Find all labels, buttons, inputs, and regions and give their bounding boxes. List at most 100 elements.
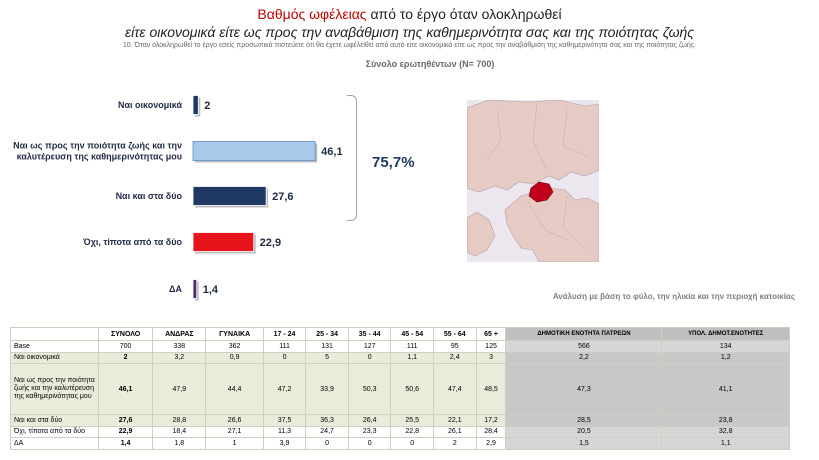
table-cell: 338 xyxy=(152,340,207,353)
table-header-region-other: ΥΠΟΛ. ΔΗΜΟΤ.ΕΝΟΤΗΤΕΣ xyxy=(661,327,790,341)
table-header-total: ΣΥΝΟΛΟ xyxy=(97,327,154,341)
table-cell: 44,4 xyxy=(205,363,264,415)
table-cell: 1,5 xyxy=(505,437,663,450)
table-header-age-55-64: 55 - 64 xyxy=(433,327,477,341)
table-cell: 1 xyxy=(205,437,264,450)
table-row: Ναι και στα δύο 27,6 28,8 26,6 37,5 36,3 26,4 2… xyxy=(10,414,790,427)
table-cell: 47,2 xyxy=(262,363,307,415)
bar-value-label: 22,9 xyxy=(260,237,281,249)
table-header-region-patras: ΔΗΜΟΤΙΚΗ ΕΝΟΤΗΤΑ ΠΑΤΡΕΩΝ xyxy=(505,327,663,341)
bar-chart: 2 Ναι οικονομικά 46,1 Ναι ως προς την ποιότ… xyxy=(13,95,343,301)
table-row: Όχι, τίποτα από τα δύο 22,9 18,4 27,1 11,3 24… xyxy=(10,425,790,438)
table-row-label: Ναι ως προς την ποιότητα ζωής και την κα… xyxy=(10,363,99,415)
chart-title-rest: από το έργο όταν ολοκληρωθεί xyxy=(366,6,562,22)
table-cell: 1,8 xyxy=(152,437,207,450)
table-header-row: ΣΥΝΟΛΟ ΑΝΔΡΑΣ ΓΥΝΑΙΚΑ 17 - 24 25 - 34 35… xyxy=(10,327,790,341)
table-cell: 28,4 xyxy=(475,425,507,438)
table-cell: 47,4 xyxy=(433,363,477,415)
table-cell: 2,9 xyxy=(475,437,507,450)
table-header-female: ΓΥΝΑΙΚΑ xyxy=(205,327,264,341)
table-cell: 1,1 xyxy=(390,351,434,364)
table-cell: 27,1 xyxy=(205,425,264,438)
table-cell: 28,5 xyxy=(505,414,663,427)
table-row: Ναι οικονομικά 2 3,2 0,9 0 5 0 1,1 2,4 3 2,2 1,2 xyxy=(10,351,790,364)
bar-0 xyxy=(192,95,199,115)
table-cell: 18,4 xyxy=(152,425,207,438)
table-cell: 0,9 xyxy=(205,351,264,364)
table-cell: 0 xyxy=(347,351,392,364)
table-cell: 125 xyxy=(475,340,507,353)
table-cell: 41,1 xyxy=(661,363,790,415)
map-borders xyxy=(486,103,588,251)
table-cell: 48,5 xyxy=(475,363,507,415)
sample-size: Σύνολο ερωτηθέντων (N= 700) xyxy=(365,59,495,69)
table-cell: 50,6 xyxy=(390,363,434,415)
table-cell: 5 xyxy=(305,351,349,364)
bar-3 xyxy=(192,232,255,252)
table-cell: 1,4 xyxy=(97,437,154,450)
table-cell: 0 xyxy=(390,437,434,450)
table-header-age-65-plus: 65 + xyxy=(475,327,507,341)
table-cell: 22,1 xyxy=(433,414,477,427)
map-highlight-area xyxy=(528,181,554,203)
table-cell: 131 xyxy=(305,340,349,353)
table-cell: 3 xyxy=(475,351,507,364)
table-cell: 1,1 xyxy=(661,437,790,450)
table-cell: 47,9 xyxy=(152,363,207,415)
table-cell: 26,6 xyxy=(205,414,264,427)
table-cell: 95 xyxy=(433,340,477,353)
table-cell: 700 xyxy=(97,340,154,353)
table-cell: 47,3 xyxy=(505,363,663,415)
category-label: Ναι ως προς την ποιότητα ζωής και την καλ… xyxy=(13,141,182,162)
total-bracket xyxy=(347,95,357,221)
bar-2 xyxy=(192,186,267,206)
table-cell: 1,2 xyxy=(661,351,790,364)
bar-1 xyxy=(192,141,316,161)
table-row-label: Base xyxy=(10,340,99,353)
table-cell: 0 xyxy=(305,437,349,450)
table-cell: 2 xyxy=(433,437,477,450)
table-cell: 37,5 xyxy=(262,414,307,427)
category-label: Ναι οικονομικά xyxy=(118,100,182,110)
table-header-male: ΑΝΔΡΑΣ xyxy=(152,327,207,341)
table-header-blank xyxy=(10,327,99,341)
table-cell: 36,3 xyxy=(305,414,349,427)
table-cell: 111 xyxy=(390,340,434,353)
bar-value-label: 27,6 xyxy=(272,191,293,203)
category-label: Ναι και στα δύο xyxy=(116,191,183,201)
table-cell: 23,8 xyxy=(661,414,790,427)
table-row: ΔΑ 1,4 1,8 1 3,9 0 0 0 2 2,9 1,5 1,1 xyxy=(10,437,790,450)
table-cell: 0 xyxy=(347,437,392,450)
bar-value-label: 46,1 xyxy=(321,146,342,158)
results-table: ΣΥΝΟΛΟ ΑΝΔΡΑΣ ΓΥΝΑΙΚΑ 17 - 24 25 - 34 35… xyxy=(10,327,790,450)
chart-title-highlight: Βαθμός ωφέλειας xyxy=(257,6,367,22)
table-cell: 362 xyxy=(205,340,264,353)
bar-value-label: 1,4 xyxy=(203,284,219,296)
table-cell: 127 xyxy=(347,340,392,353)
table-cell: 11,3 xyxy=(262,425,307,438)
bar-value-label: 2 xyxy=(204,100,210,112)
table-header-age-25-34: 25 - 34 xyxy=(305,327,349,341)
chart-title: Βαθμός ωφέλειας από το έργο όταν ολοκληρ… xyxy=(0,6,819,22)
table-cell: 566 xyxy=(505,340,663,353)
table-cell: 134 xyxy=(661,340,790,353)
bar-4 xyxy=(192,279,198,299)
table-row-label: Ναι οικονομικά xyxy=(10,351,99,364)
table-cell: 111 xyxy=(262,340,307,353)
table-cell: 3,2 xyxy=(152,351,207,364)
table-row-label: Ναι και στα δύο xyxy=(10,414,99,427)
table-cell: 23,3 xyxy=(347,425,392,438)
table-row-label: ΔΑ xyxy=(10,437,99,450)
table-cell: 46,1 xyxy=(97,363,154,415)
chart-subtitle: είτε οικονομικά είτε ως προς την αναβάθμ… xyxy=(124,24,695,40)
map-land-north xyxy=(467,100,599,193)
question-text: 10. Όταν ολοκληρωθεί το έργο εσείς προσω… xyxy=(122,42,697,49)
analysis-note: Ανάλυση με βάση το φύλο, την ηλικία και … xyxy=(552,292,795,301)
table-header-age-17-24: 17 - 24 xyxy=(262,327,307,341)
table-header-age-45-54: 45 - 54 xyxy=(390,327,434,341)
region-map xyxy=(467,100,599,262)
category-label: ΔΑ xyxy=(169,284,182,294)
table-cell: 24,7 xyxy=(305,425,349,438)
table-cell: 2 xyxy=(97,351,154,364)
table-cell: 50,3 xyxy=(347,363,392,415)
